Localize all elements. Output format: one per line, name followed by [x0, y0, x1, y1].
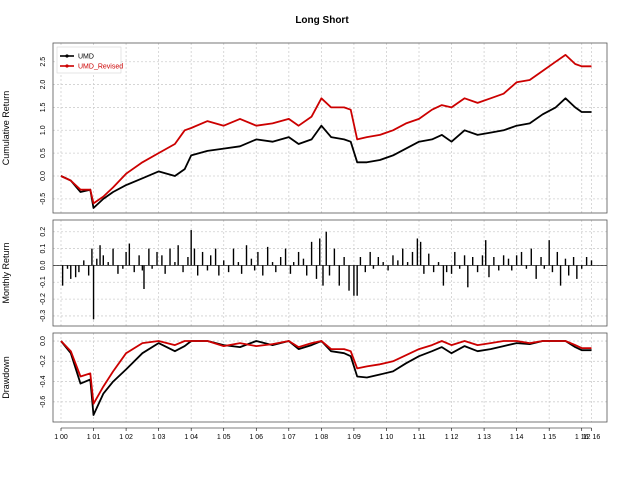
y-tick-label: 1.5	[40, 102, 47, 112]
legend-marker	[65, 64, 69, 68]
series-line-umd	[60, 340, 592, 416]
y-tick-label: -0.3	[40, 310, 47, 322]
x-tick-label: 1 08	[315, 434, 329, 441]
y-axis-title: Drawdown	[1, 356, 11, 399]
y-tick-label: -0.1	[40, 276, 47, 288]
x-tick-label: 1 10	[380, 434, 394, 441]
x-tick-label: 1 14	[510, 434, 524, 441]
y-tick-label: 0.5	[40, 148, 47, 158]
y-tick-label: 2.5	[40, 57, 47, 67]
y-tick-label: 2.0	[40, 80, 47, 90]
legend-box	[56, 46, 122, 74]
x-tick-label: 1 02	[119, 434, 133, 441]
series-line-umd-revised	[60, 54, 592, 205]
x-tick-label: 1 09	[347, 434, 361, 441]
x-tick-label: 1 05	[217, 434, 231, 441]
panel-cumulative: -0.5 0.0 0.5 1.0 1.5 2.0 2.5 Cumulative Return	[1, 42, 608, 214]
legend-label: UMD_Revised	[78, 64, 123, 71]
x-tick-label: 1 04	[184, 434, 198, 441]
x-tick-label: 1 07	[282, 434, 296, 441]
x-axis: 1 00 1 01 1 02 1 03 1 04 1 05 1 06 1 07 1 08 1 09…	[54, 427, 601, 441]
panel-monthly: -0.3 -0.2 -0.1 0.0 0.1 0.2 Monthly Return	[1, 219, 608, 327]
series-line-umd-revised	[60, 340, 592, 405]
y-tick-label: 0.0	[40, 336, 47, 346]
x-tick-label: 1 15	[542, 434, 556, 441]
panel-frame	[52, 332, 608, 423]
y-tick-label: 1.0	[40, 125, 47, 135]
x-tick-label: 12 16	[583, 434, 601, 441]
legend-label: UMD	[78, 54, 94, 61]
y-tick-label: 0.2	[40, 227, 47, 237]
series-line-umd	[60, 97, 592, 209]
legend: UMD UMD_Revised	[56, 46, 123, 74]
y-tick-label: -0.6	[40, 396, 47, 408]
y-axis-title: Cumulative Return	[1, 91, 11, 166]
panel-drawdown: -0.6 -0.4 -0.2 0.0 Drawdown	[1, 332, 608, 423]
x-tick-label: 1 06	[249, 434, 263, 441]
y-axis-title: Monthly Return	[1, 242, 11, 303]
y-tick-label: 0.1	[40, 244, 47, 254]
chart-title: Long Short	[295, 15, 349, 26]
x-tick-label: 1 00	[54, 434, 68, 441]
x-tick-label: 1 16	[575, 434, 589, 441]
y-tick-label: 0.0	[40, 171, 47, 181]
y-tick-label: -0.4	[40, 375, 47, 387]
x-tick-label: 1 12	[445, 434, 459, 441]
x-tick-label: 1 01	[87, 434, 101, 441]
y-tick-label: 0.0	[40, 260, 47, 270]
panel-frame	[52, 42, 608, 214]
y-tick-label: -0.2	[40, 293, 47, 305]
y-tick-label: -0.2	[40, 355, 47, 367]
panel-frame	[52, 219, 608, 327]
y-tick-label: -0.5	[40, 193, 47, 205]
legend-marker	[65, 54, 69, 58]
x-tick-label: 1 11	[412, 434, 425, 441]
x-tick-label: 1 13	[477, 434, 491, 441]
x-tick-label: 1 03	[152, 434, 166, 441]
